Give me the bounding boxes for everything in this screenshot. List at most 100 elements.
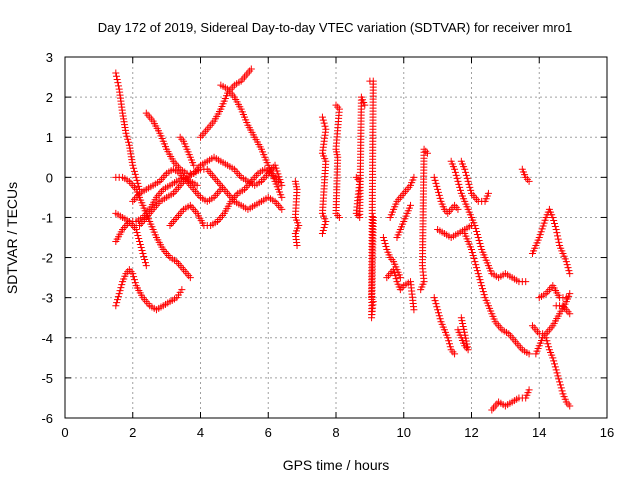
data-point [433, 303, 441, 311]
data-point [369, 213, 377, 221]
data-point [472, 261, 480, 269]
data-point [556, 381, 564, 389]
data-point [380, 237, 388, 245]
data-point [135, 235, 143, 243]
data-point [113, 299, 121, 307]
data-point [477, 243, 485, 251]
data-point [432, 179, 440, 187]
data-point [468, 246, 475, 254]
data-point [451, 165, 459, 173]
data-point [136, 241, 144, 249]
data-point [433, 182, 441, 190]
data-point [142, 262, 150, 270]
data-point [407, 201, 415, 209]
y-tick-label: -6 [41, 411, 53, 426]
data-point [318, 113, 326, 121]
data-point [446, 343, 454, 351]
data-point [114, 296, 122, 304]
data-point [131, 170, 139, 178]
data-point [141, 259, 149, 267]
data-point [476, 276, 484, 284]
data-point [459, 322, 467, 330]
data-point [320, 119, 328, 127]
data-point [125, 138, 133, 146]
data-point [396, 274, 404, 282]
y-tick-label: -3 [41, 291, 53, 306]
data-point [566, 310, 574, 318]
data-point [130, 164, 138, 172]
data-point [444, 334, 452, 342]
data-point [140, 253, 148, 261]
data-point [464, 177, 472, 185]
data-point [475, 237, 483, 245]
data-point [178, 286, 186, 294]
data-point [555, 375, 563, 383]
data-point [456, 183, 464, 191]
data-point [278, 193, 286, 201]
data-point [463, 174, 471, 182]
data-point [552, 225, 560, 233]
data-point [115, 290, 123, 298]
data-point [391, 272, 399, 280]
data-point [462, 171, 470, 179]
data-point [525, 386, 533, 394]
data-point [321, 122, 329, 130]
data-point [278, 181, 286, 189]
data-point [134, 179, 142, 187]
data-point [133, 228, 141, 236]
x-tick-label: 16 [600, 425, 614, 440]
data-point [115, 82, 123, 90]
data-point [460, 328, 468, 336]
data-point [545, 343, 553, 351]
y-tick-label: 2 [46, 90, 53, 105]
data-point [473, 267, 481, 275]
data-point [451, 350, 459, 358]
data-point [551, 363, 559, 371]
data-point [322, 217, 330, 225]
y-tick-label: -4 [41, 331, 53, 346]
data-point [114, 293, 122, 301]
data-point [474, 234, 482, 241]
data-point [390, 269, 398, 277]
data-point [132, 173, 140, 181]
data-point [133, 176, 141, 184]
data-point [459, 320, 467, 328]
data-point [455, 180, 463, 188]
data-point [562, 294, 570, 302]
data-point [550, 357, 558, 365]
data-point [558, 387, 566, 395]
data-point [130, 273, 138, 281]
x-tick-label: 8 [332, 425, 339, 440]
data-point [434, 306, 442, 314]
plot-frame [64, 56, 608, 419]
data-point [554, 232, 562, 240]
data-point [319, 226, 327, 234]
x-tick-label: 4 [197, 425, 204, 440]
data-point [112, 302, 120, 310]
data-point [435, 191, 443, 199]
data-point [462, 334, 470, 342]
data-points [112, 65, 574, 414]
data-point [112, 72, 120, 80]
data-point [138, 247, 146, 255]
x-tick-label: 2 [129, 425, 136, 440]
data-point [379, 234, 387, 241]
y-tick-label: -2 [41, 251, 53, 266]
data-point [536, 231, 544, 239]
x-tick-label: 14 [532, 425, 546, 440]
data-point [431, 176, 439, 184]
data-point [430, 294, 438, 302]
data-point [555, 238, 563, 246]
data-point [273, 167, 281, 175]
data-point [566, 402, 574, 410]
data-point [247, 65, 255, 73]
data-point [538, 225, 546, 233]
data-point [552, 366, 560, 374]
data-point [566, 270, 574, 278]
data-point [361, 101, 369, 109]
data-point [525, 177, 533, 185]
data-point [480, 291, 488, 299]
x-tick-label: 10 [397, 425, 411, 440]
